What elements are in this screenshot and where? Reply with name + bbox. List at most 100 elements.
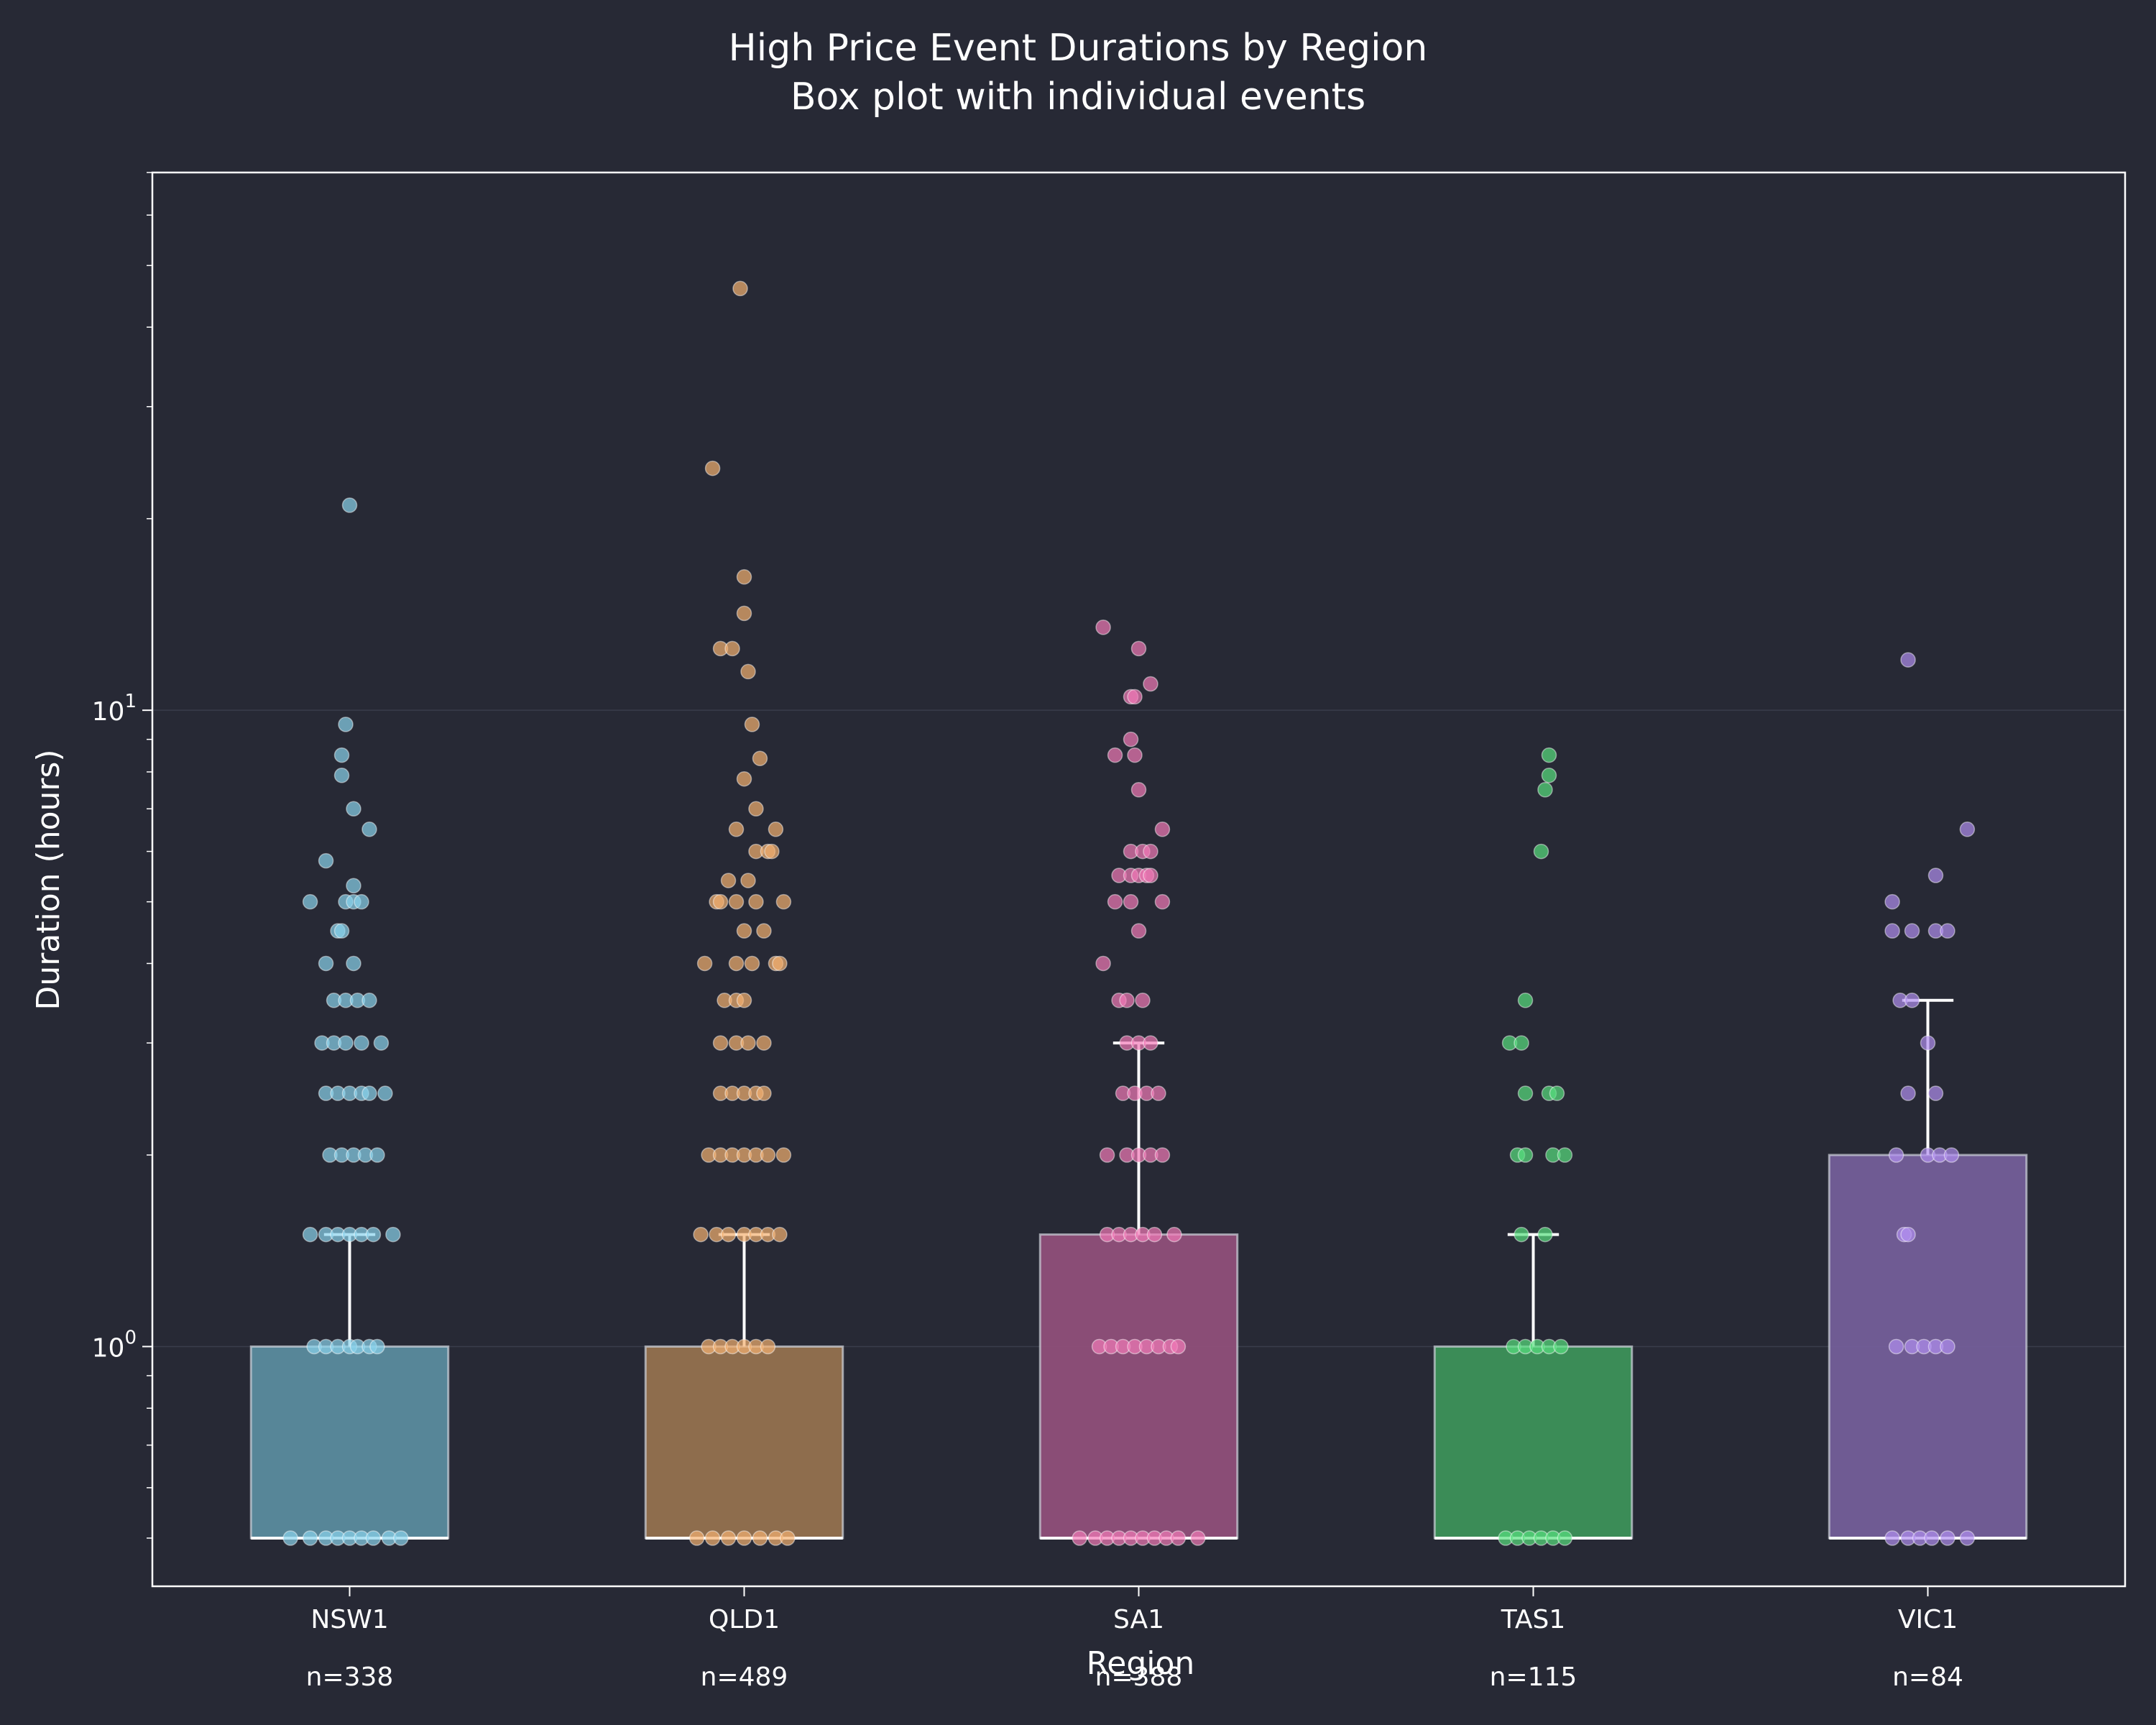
event-point-SA1 xyxy=(1095,620,1111,635)
event-point-SA1 xyxy=(1190,1530,1206,1546)
event-point-QLD1 xyxy=(772,955,788,972)
event-point-SA1 xyxy=(1146,1226,1163,1243)
event-point-NSW1 xyxy=(346,801,361,817)
event-point-SA1 xyxy=(1130,923,1147,939)
event-point-SA1 xyxy=(1154,1147,1171,1163)
x-axis-ticks: NSW1 n=338 QLD1 n=489 SA1 n=388 TAS1 n=115 VIC1 n… xyxy=(306,1586,1963,1692)
event-point-QLD1 xyxy=(728,893,745,910)
event-point-TAS1 xyxy=(1537,1226,1553,1243)
event-point-QLD1 xyxy=(744,717,760,732)
sample-count-label: n=489 xyxy=(701,1662,788,1692)
event-point-QLD1 xyxy=(736,605,752,622)
event-point-NSW1 xyxy=(318,852,334,869)
event-point-NSW1 xyxy=(361,822,377,837)
event-point-TAS1 xyxy=(1557,1147,1573,1163)
sample-count-label: n=84 xyxy=(1892,1662,1963,1692)
event-point-TAS1 xyxy=(1541,747,1557,763)
event-point-SA1 xyxy=(1072,1530,1087,1546)
event-point-SA1 xyxy=(1130,782,1147,798)
event-point-VIC1 xyxy=(1940,923,1955,939)
event-point-SA1 xyxy=(1170,1338,1187,1355)
event-point-SA1 xyxy=(1143,843,1158,860)
event-point-VIC1 xyxy=(1943,1147,1960,1163)
box-SA1 xyxy=(1038,1233,1239,1540)
event-point-VIC1 xyxy=(1884,893,1900,910)
y-tick-label: 100 xyxy=(92,1327,137,1363)
event-point-QLD1 xyxy=(760,1338,776,1355)
event-point-SA1 xyxy=(1135,993,1151,1008)
event-point-NSW1 xyxy=(369,1338,385,1355)
event-point-NSW1 xyxy=(318,955,334,972)
event-point-NSW1 xyxy=(282,1530,298,1546)
event-point-NSW1 xyxy=(354,1035,369,1051)
sample-count-label: n=388 xyxy=(1095,1662,1183,1692)
event-point-TAS1 xyxy=(1517,1085,1534,1101)
event-point-QLD1 xyxy=(696,955,713,972)
event-point-QLD1 xyxy=(756,1085,772,1101)
sample-count-label: n=338 xyxy=(306,1662,394,1692)
event-point-TAS1 xyxy=(1533,843,1549,860)
event-point-TAS1 xyxy=(1537,782,1553,798)
event-point-SA1 xyxy=(1143,868,1158,883)
event-point-QLD1 xyxy=(740,873,756,888)
event-point-QLD1 xyxy=(740,1035,756,1051)
event-point-SA1 xyxy=(1154,822,1171,837)
event-point-QLD1 xyxy=(724,640,740,657)
event-point-QLD1 xyxy=(720,1530,737,1546)
event-point-VIC1 xyxy=(1920,1035,1936,1051)
event-point-QLD1 xyxy=(728,822,745,837)
event-point-TAS1 xyxy=(1517,993,1534,1008)
event-point-NSW1 xyxy=(393,1530,409,1546)
event-point-VIC1 xyxy=(1900,652,1916,668)
x-tick-label: TAS1 xyxy=(1501,1605,1566,1634)
event-point-QLD1 xyxy=(712,1035,729,1051)
event-point-NSW1 xyxy=(338,1035,354,1051)
event-point-TAS1 xyxy=(1553,1338,1569,1355)
event-point-NSW1 xyxy=(385,1226,401,1243)
x-tick-label: NSW1 xyxy=(310,1605,388,1634)
event-point-SA1 xyxy=(1151,1085,1166,1101)
event-point-QLD1 xyxy=(752,1530,768,1546)
boxes xyxy=(249,998,2028,1540)
box-QLD1 xyxy=(644,1345,844,1540)
event-point-QLD1 xyxy=(736,923,752,939)
event-point-VIC1 xyxy=(1959,822,1976,837)
event-point-SA1 xyxy=(1127,689,1143,705)
event-point-SA1 xyxy=(1095,955,1111,972)
event-point-NSW1 xyxy=(373,1035,390,1051)
event-point-SA1 xyxy=(1143,676,1158,692)
event-point-QLD1 xyxy=(775,1147,792,1163)
y-tick-label: 101 xyxy=(92,691,137,727)
event-point-NSW1 xyxy=(346,878,361,894)
event-point-TAS1 xyxy=(1517,1147,1534,1163)
x-tick-label: VIC1 xyxy=(1898,1605,1958,1634)
event-point-SA1 xyxy=(1123,893,1139,910)
event-point-SA1 xyxy=(1166,1226,1182,1243)
event-point-SA1 xyxy=(1127,747,1143,763)
event-point-NSW1 xyxy=(341,497,358,513)
event-point-VIC1 xyxy=(1940,1530,1955,1546)
event-point-TAS1 xyxy=(1514,1226,1529,1243)
event-point-SA1 xyxy=(1154,893,1171,910)
chart-title: High Price Event Durations by Region xyxy=(729,27,1428,70)
event-point-VIC1 xyxy=(1959,1530,1976,1546)
event-point-QLD1 xyxy=(736,1530,752,1546)
event-point-QLD1 xyxy=(688,1530,705,1546)
event-point-TAS1 xyxy=(1541,768,1557,783)
event-point-QLD1 xyxy=(748,893,764,910)
event-point-VIC1 xyxy=(1924,1530,1940,1546)
event-point-NSW1 xyxy=(338,717,354,732)
event-point-NSW1 xyxy=(365,1530,382,1546)
event-point-VIC1 xyxy=(1900,1226,1916,1243)
event-point-SA1 xyxy=(1107,893,1123,910)
event-point-SA1 xyxy=(1123,731,1139,748)
event-point-VIC1 xyxy=(1884,1530,1900,1546)
event-point-VIC1 xyxy=(1900,1085,1916,1101)
box-NSW1 xyxy=(249,1345,450,1540)
event-point-NSW1 xyxy=(361,1085,377,1101)
event-point-TAS1 xyxy=(1549,1085,1565,1101)
event-point-VIC1 xyxy=(1888,1338,1904,1355)
y-axis-label: Duration (hours) xyxy=(30,749,67,1010)
chart-subtitle: Box plot with individual events xyxy=(791,75,1365,119)
